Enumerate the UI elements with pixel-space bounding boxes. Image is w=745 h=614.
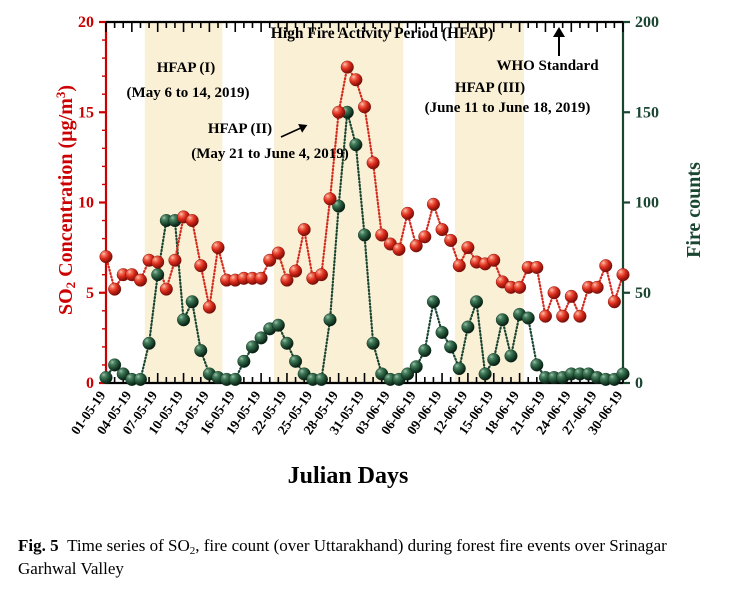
svg-text:0: 0 [86, 375, 94, 392]
svg-text:5: 5 [86, 285, 94, 302]
svg-text:200: 200 [635, 14, 659, 31]
svg-text:0: 0 [635, 375, 643, 392]
svg-text:150: 150 [635, 104, 659, 121]
svg-text:20: 20 [78, 14, 94, 31]
svg-text:100: 100 [635, 195, 659, 212]
svg-text:50: 50 [635, 285, 651, 302]
